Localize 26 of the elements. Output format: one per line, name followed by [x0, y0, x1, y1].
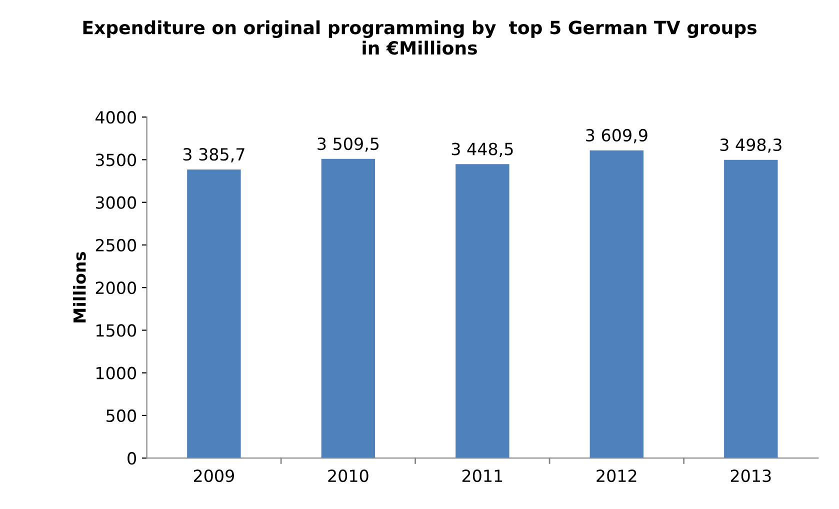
- y-tick-label: 4000: [96, 111, 136, 124]
- x-tick-label: 2013: [730, 470, 771, 482]
- x-tick-label: 2010: [328, 470, 368, 482]
- y-tick-label: 3500: [96, 154, 136, 166]
- y-axis-title: Millions: [73, 252, 86, 322]
- data-label: 3 498,3: [720, 138, 782, 153]
- bar: [590, 150, 644, 458]
- y-tick-label: 3000: [96, 196, 136, 209]
- data-label: 3 609,9: [586, 128, 648, 144]
- y-tick-label: 2500: [96, 238, 136, 252]
- chart-title: Expenditure on original programming by top 5 German TV groups in €Millions: [83, 20, 756, 55]
- data-label: 3 385,7: [183, 148, 244, 162]
- y-tick-label: 500: [106, 409, 136, 422]
- data-label: 3 509,5: [318, 137, 379, 152]
- y-tick-label: 2000: [96, 282, 136, 294]
- bar: [321, 158, 376, 458]
- bar: [724, 160, 778, 458]
- bar: [456, 164, 510, 458]
- x-tick-label: 2009: [194, 470, 234, 482]
- y-tick-label: 0: [128, 452, 136, 465]
- bar: [187, 169, 241, 458]
- y-tick-label: 1500: [96, 324, 136, 337]
- x-tick-label: 2012: [596, 470, 636, 482]
- data-label: 3 448,5: [452, 142, 513, 158]
- x-tick-label: 2011: [462, 470, 502, 482]
- y-tick-label: 1000: [96, 366, 136, 380]
